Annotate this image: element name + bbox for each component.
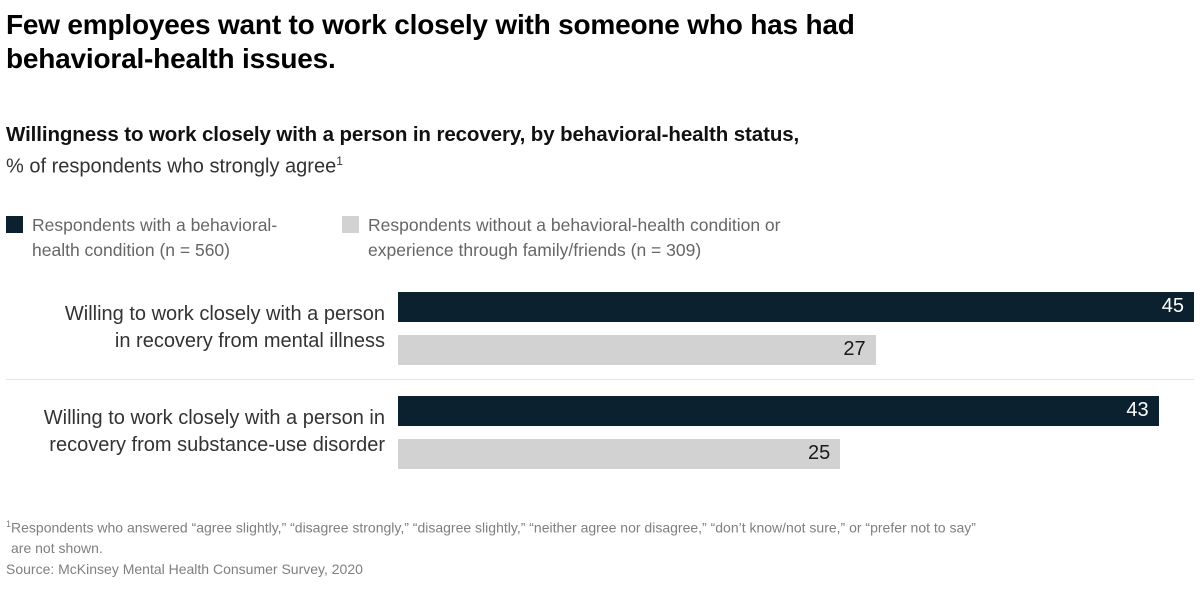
subtitle-footnote-marker: 1	[336, 154, 343, 168]
category-label-line: Willing to work closely with a person in	[43, 407, 385, 430]
headline-line-2: behavioral-health issues.	[6, 43, 336, 74]
subtitle-bold-line: Willingness to work closely with a perso…	[6, 123, 800, 146]
legend-item-with-condition: Respondents with a behavioral-health con…	[6, 213, 342, 263]
footnote-marker: 1	[6, 518, 12, 529]
bar-group: 43 25	[398, 395, 1194, 469]
subtitle-unit-text: % of respondents who strongly agree	[6, 155, 337, 178]
chart-headline: Few employees want to work closely with …	[6, 8, 1194, 76]
legend-swatch-icon	[6, 215, 23, 233]
footnote-line-2: are not shown.	[11, 540, 103, 557]
chart-subtitle: Willingness to work closely with a perso…	[6, 122, 1194, 181]
bar-value-label: 45	[1161, 295, 1184, 318]
bar-value-label: 27	[843, 338, 866, 361]
category-label-line: recovery from substance-use disorder	[49, 434, 385, 457]
bar-with-condition: 43	[398, 395, 1159, 426]
source-line: Source: McKinsey Mental Health Consumer …	[6, 561, 363, 578]
subtitle-unit-line: % of respondents who strongly agree1	[6, 148, 1194, 181]
legend-label-line: health condition (n = 560)	[32, 239, 230, 260]
bar-value-label: 25	[807, 442, 831, 465]
footnote: 1Respondents who answered “agree slightl…	[6, 514, 1194, 560]
headline-line-1: Few employees want to work closely with …	[6, 9, 855, 40]
legend-item-without-condition: Respondents without a behavioral-health …	[342, 213, 781, 263]
bar-with-condition: 45	[398, 291, 1194, 322]
bar-value-label: 43	[1126, 399, 1149, 422]
category-label-line: in recovery from mental illness	[114, 330, 385, 353]
bar-group: 45 27	[398, 291, 1194, 365]
legend-label-line: Respondents with a behavioral-	[32, 214, 278, 235]
legend-label-line: Respondents without a behavioral-health …	[368, 214, 781, 235]
legend-label: Respondents without a behavioral-health …	[368, 213, 781, 263]
legend: Respondents with a behavioral-health con…	[6, 213, 1194, 263]
legend-swatch-icon	[342, 215, 359, 233]
bar-without-condition: 27	[398, 334, 876, 365]
bar-chart: Willing to work closely with a person in …	[6, 291, 1194, 469]
category-label: Willing to work closely with a person in…	[6, 405, 385, 459]
footnote-line-1: Respondents who answered “agree slightly…	[11, 519, 976, 536]
bar-without-condition: 25	[398, 438, 841, 469]
chart-row: Willing to work closely with a person in…	[6, 378, 1194, 469]
legend-label-line: experience through family/friends (n = 3…	[368, 239, 702, 260]
category-label: Willing to work closely with a person in …	[6, 301, 385, 355]
legend-label: Respondents with a behavioral-health con…	[32, 213, 277, 263]
chart-row: Willing to work closely with a person in …	[6, 291, 1194, 365]
category-label-line: Willing to work closely with a person	[64, 303, 385, 326]
